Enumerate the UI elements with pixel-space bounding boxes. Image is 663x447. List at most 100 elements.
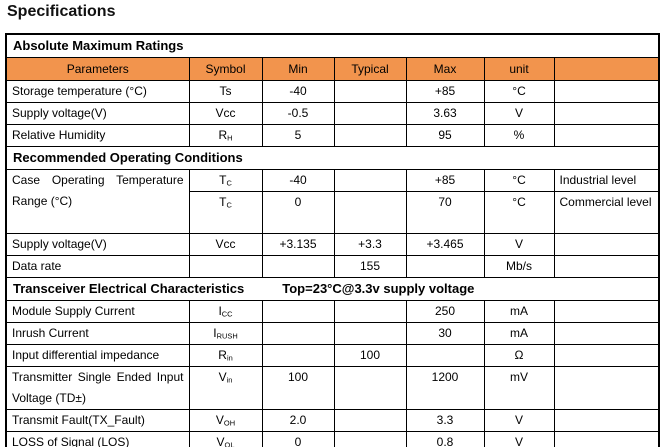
unit-cell: % bbox=[483, 124, 555, 147]
min-cell bbox=[261, 255, 335, 278]
table-row: Case Operating Temperature Range (°C) TC… bbox=[5, 169, 660, 234]
max-cell: 95 bbox=[405, 124, 485, 147]
note-cell bbox=[553, 300, 660, 323]
typical-cell bbox=[333, 322, 407, 345]
typical-cell bbox=[333, 366, 407, 410]
min-cell bbox=[261, 300, 335, 323]
min-cell bbox=[261, 322, 335, 345]
table-row: LOSS of Signal (LOS) VOL 0 0.8 V bbox=[5, 431, 660, 447]
max-cell: 3.63 bbox=[405, 102, 485, 125]
unit-cell: V bbox=[483, 431, 555, 447]
table-row: Storage temperature (°C) Ts -40 +85 °C bbox=[5, 80, 660, 103]
parameter-cell: Transmit Fault(TX_Fault) bbox=[5, 409, 190, 432]
section-title-cell: Transceiver Electrical Characteristics To… bbox=[5, 277, 660, 301]
note-cell bbox=[553, 409, 660, 432]
section-title: Transceiver Electrical Characteristics bbox=[13, 281, 245, 296]
note-cell bbox=[553, 322, 660, 345]
symbol-cell: Vcc bbox=[188, 102, 263, 125]
typical-cell bbox=[333, 431, 407, 447]
note-cell bbox=[553, 366, 660, 410]
typical-cell: 155 bbox=[333, 255, 407, 278]
column-header-row: Parameters Symbol Min Typical Max unit bbox=[5, 57, 660, 81]
symbol-cell: Ts bbox=[188, 80, 263, 103]
typical-cell bbox=[333, 409, 407, 432]
note-cell bbox=[553, 233, 660, 256]
note-cell bbox=[553, 344, 660, 367]
note-cell: Industrial level bbox=[553, 169, 660, 192]
section-row-recommended-operating-conditions: Recommended Operating Conditions bbox=[5, 146, 660, 170]
unit-cell: V bbox=[483, 233, 555, 256]
typical-cell bbox=[333, 191, 407, 234]
table-row: Data rate 155 Mb/s bbox=[5, 255, 660, 278]
parameter-cell: LOSS of Signal (LOS) bbox=[5, 431, 190, 447]
typical-cell bbox=[333, 300, 407, 323]
table-row: Relative Humidity RH 5 95 % bbox=[5, 124, 660, 147]
max-cell: 30 bbox=[405, 322, 485, 345]
max-cell: 3.3 bbox=[405, 409, 485, 432]
unit-cell: mA bbox=[483, 322, 555, 345]
header-min: Min bbox=[261, 57, 335, 81]
header-symbol: Symbol bbox=[188, 57, 263, 81]
symbol-cell: TC bbox=[188, 191, 263, 234]
unit-cell: mV bbox=[483, 366, 555, 410]
header-unit: unit bbox=[483, 57, 555, 81]
parameter-cell: Relative Humidity bbox=[5, 124, 190, 147]
section-title: Absolute Maximum Ratings bbox=[5, 33, 660, 58]
header-note bbox=[553, 57, 660, 81]
max-cell: 250 bbox=[405, 300, 485, 323]
typical-cell bbox=[333, 80, 407, 103]
specifications-table: Absolute Maximum Ratings Parameters Symb… bbox=[5, 33, 661, 447]
table-row: Transmit Fault(TX_Fault) VOH 2.0 3.3 V bbox=[5, 409, 660, 432]
unit-cell: °C bbox=[483, 80, 555, 103]
symbol-cell: Vcc bbox=[188, 233, 263, 256]
note-cell bbox=[553, 431, 660, 447]
section-row-transceiver-electrical-characteristics: Transceiver Electrical Characteristics To… bbox=[5, 277, 660, 301]
max-cell: 1200 bbox=[405, 366, 485, 410]
typical-cell bbox=[333, 102, 407, 125]
typical-cell: 100 bbox=[333, 344, 407, 367]
parameter-cell: Transmitter Single Ended Input Voltage (… bbox=[5, 366, 190, 410]
section-row-absolute-maximum-ratings: Absolute Maximum Ratings bbox=[5, 33, 660, 58]
unit-cell: °C bbox=[483, 191, 555, 234]
min-cell: 0 bbox=[261, 191, 335, 234]
note-cell bbox=[553, 124, 660, 147]
min-cell: +3.135 bbox=[261, 233, 335, 256]
unit-cell: °C bbox=[483, 169, 555, 192]
parameter-cell: Input differential impedance bbox=[5, 344, 190, 367]
parameter-cell: Data rate bbox=[5, 255, 190, 278]
max-cell: +85 bbox=[405, 80, 485, 103]
symbol-cell: VOH bbox=[188, 409, 263, 432]
section-title: Recommended Operating Conditions bbox=[5, 146, 660, 170]
min-cell: 2.0 bbox=[261, 409, 335, 432]
typical-cell: +3.3 bbox=[333, 233, 407, 256]
symbol-cell: Rin bbox=[188, 344, 263, 367]
min-cell: -40 bbox=[261, 169, 335, 192]
parameter-cell: Supply voltage(V) bbox=[5, 233, 190, 256]
table-row: Input differential impedance Rin 100 Ω bbox=[5, 344, 660, 367]
unit-cell: V bbox=[483, 102, 555, 125]
unit-cell: Ω bbox=[483, 344, 555, 367]
max-cell: +85 bbox=[405, 169, 485, 192]
unit-cell: Mb/s bbox=[483, 255, 555, 278]
max-cell: 0.8 bbox=[405, 431, 485, 447]
note-cell bbox=[553, 102, 660, 125]
table-row: Supply voltage(V) Vcc -0.5 3.63 V bbox=[5, 102, 660, 125]
min-cell: -40 bbox=[261, 80, 335, 103]
max-cell: 70 bbox=[405, 191, 485, 234]
min-cell bbox=[261, 344, 335, 367]
typical-cell bbox=[333, 169, 407, 192]
unit-cell: V bbox=[483, 409, 555, 432]
table-row: Inrush Current IRUSH 30 mA bbox=[5, 322, 660, 345]
symbol-cell bbox=[188, 255, 263, 278]
parameter-cell: Module Supply Current bbox=[5, 300, 190, 323]
symbol-cell: Vin bbox=[188, 366, 263, 410]
parameter-cell: Case Operating Temperature Range (°C) bbox=[5, 169, 190, 234]
table-row: TC 0 70 °C Commercial level bbox=[6, 191, 660, 234]
max-cell bbox=[405, 344, 485, 367]
table-row: Transmitter Single Ended Input Voltage (… bbox=[5, 366, 660, 410]
table-row: Supply voltage(V) Vcc +3.135 +3.3 +3.465… bbox=[5, 233, 660, 256]
min-cell: -0.5 bbox=[261, 102, 335, 125]
note-cell bbox=[553, 255, 660, 278]
note-cell: Commercial level bbox=[553, 191, 660, 234]
